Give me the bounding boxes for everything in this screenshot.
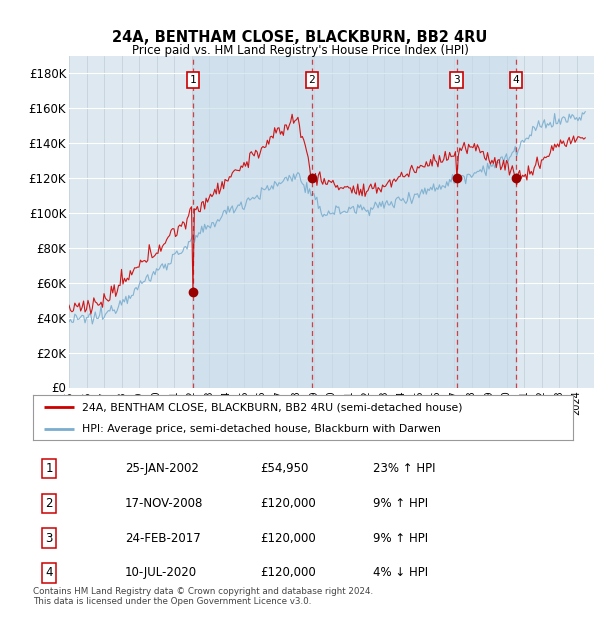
Text: 1: 1 (190, 75, 196, 85)
Text: £120,000: £120,000 (260, 567, 316, 580)
Text: 2: 2 (308, 75, 315, 85)
Text: 25-JAN-2002: 25-JAN-2002 (125, 462, 199, 475)
Text: 3: 3 (46, 532, 53, 544)
Text: 9% ↑ HPI: 9% ↑ HPI (373, 532, 428, 544)
Text: 24A, BENTHAM CLOSE, BLACKBURN, BB2 4RU: 24A, BENTHAM CLOSE, BLACKBURN, BB2 4RU (112, 30, 488, 45)
Bar (457, 56, 516, 388)
Text: 23% ↑ HPI: 23% ↑ HPI (373, 462, 436, 475)
Text: 4% ↓ HPI: 4% ↓ HPI (373, 567, 428, 580)
Text: 17-NOV-2008: 17-NOV-2008 (125, 497, 203, 510)
Text: 24-FEB-2017: 24-FEB-2017 (125, 532, 200, 544)
Text: 4: 4 (512, 75, 519, 85)
Text: £120,000: £120,000 (260, 497, 316, 510)
Text: 2: 2 (46, 497, 53, 510)
Text: 1: 1 (46, 462, 53, 475)
Text: HPI: Average price, semi-detached house, Blackburn with Darwen: HPI: Average price, semi-detached house,… (82, 424, 440, 434)
Text: £54,950: £54,950 (260, 462, 308, 475)
Text: Price paid vs. HM Land Registry's House Price Index (HPI): Price paid vs. HM Land Registry's House … (131, 45, 469, 57)
Text: 10-JUL-2020: 10-JUL-2020 (125, 567, 197, 580)
Text: 24A, BENTHAM CLOSE, BLACKBURN, BB2 4RU (semi-detached house): 24A, BENTHAM CLOSE, BLACKBURN, BB2 4RU (… (82, 402, 462, 412)
Text: £120,000: £120,000 (260, 532, 316, 544)
Text: Contains HM Land Registry data © Crown copyright and database right 2024.
This d: Contains HM Land Registry data © Crown c… (33, 587, 373, 606)
Bar (312, 56, 457, 388)
Bar (193, 56, 312, 388)
Text: 9% ↑ HPI: 9% ↑ HPI (373, 497, 428, 510)
Text: 3: 3 (453, 75, 460, 85)
Text: 4: 4 (46, 567, 53, 580)
